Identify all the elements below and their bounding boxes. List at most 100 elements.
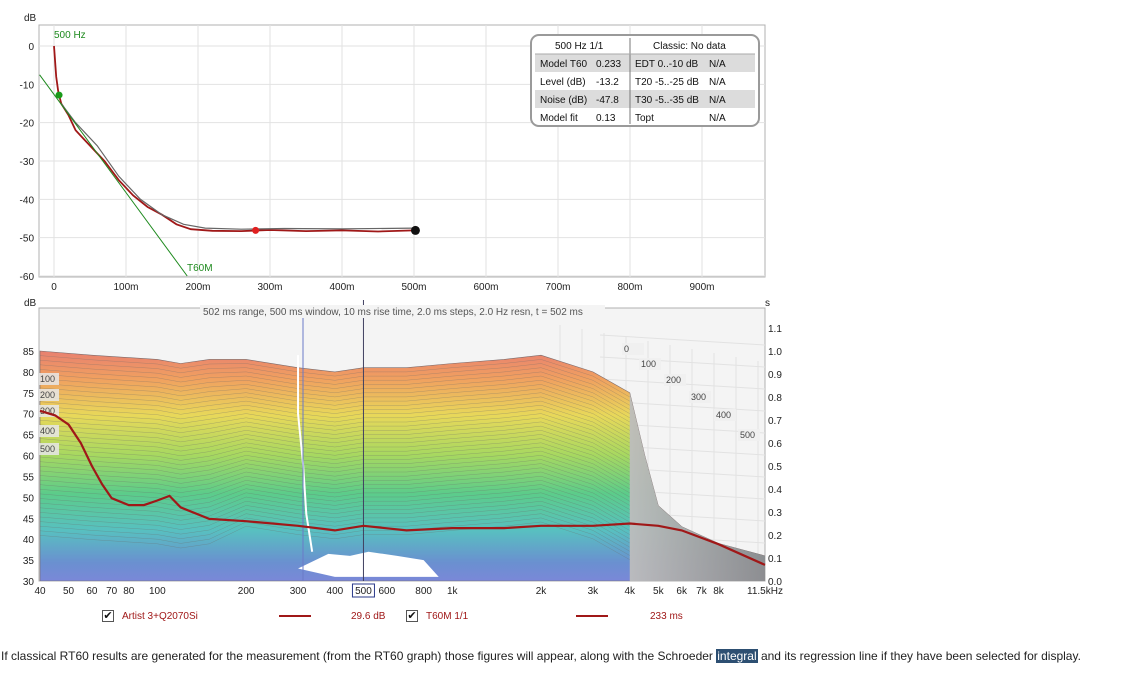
info-cell: Topt — [635, 113, 654, 124]
info-cell: -13.2 — [596, 77, 619, 88]
info-cell: Model fit — [540, 113, 578, 124]
marker-point-2[interactable] — [410, 225, 420, 235]
series-line-2 — [39, 74, 188, 277]
x-tick-label: 500m — [401, 282, 426, 293]
info-cell: N/A — [709, 113, 726, 124]
slice-line — [39, 387, 630, 427]
waterfall-subtitle: 502 ms range, 500 ms window, 10 ms rise … — [203, 307, 583, 318]
info-header-right: Classic: No data — [653, 41, 726, 52]
y2-tick-label: 0.6 — [768, 439, 782, 450]
y-tick-label: -30 — [20, 157, 35, 168]
y-tick-label: -10 — [20, 80, 35, 91]
slice-line — [39, 409, 630, 448]
x-tick-label: 3k — [588, 586, 600, 597]
x-tick-label: 400m — [329, 282, 354, 293]
x-tick-label: 2k — [536, 586, 548, 597]
time-label-left: 500 — [40, 444, 55, 454]
x-tick-label: 700m — [545, 282, 570, 293]
y2-tick-label: 1.0 — [768, 347, 782, 358]
x-tick-label: 11.5kHz — [747, 586, 783, 597]
t60m-name: T60M 1/1 — [426, 610, 469, 622]
info-row-bg-3 — [535, 90, 755, 108]
x-tick-label: 100 — [149, 586, 166, 597]
time-label-right: 500 — [740, 430, 755, 440]
time-label-bg — [738, 429, 760, 441]
band-label: 500 Hz — [54, 30, 86, 41]
x-tick-label: 300m — [257, 282, 282, 293]
series-line-1 — [60, 103, 415, 230]
measurement-checkbox[interactable]: ✔ — [102, 609, 114, 622]
time-label-right: 300 — [691, 392, 706, 402]
info-cell: -47.8 — [596, 95, 619, 106]
time-label-right: 100 — [641, 359, 656, 369]
selected-x-box[interactable] — [351, 583, 375, 598]
t60-line-label: T60M — [187, 263, 213, 274]
time-label-bg — [39, 443, 59, 455]
measurement-value: 29.6 dB — [351, 610, 386, 622]
waterfall-subtitle-bg — [200, 305, 605, 318]
slice-line — [39, 404, 630, 444]
slice-line — [39, 378, 630, 419]
t60m-line-sample — [576, 615, 608, 617]
time-label-bg — [689, 391, 711, 403]
waterfall-slice-lines — [39, 355, 630, 560]
time-label-bg — [639, 358, 661, 370]
back-gridline — [599, 334, 765, 346]
info-cell: 0.233 — [596, 59, 621, 70]
waterfall-cutout — [298, 551, 439, 577]
x-tick-label: 6k — [676, 586, 688, 597]
time-label-left: 100 — [40, 374, 55, 384]
slice-line — [39, 500, 630, 540]
marker-point-0 — [55, 91, 63, 99]
slice-line — [39, 425, 630, 464]
waterfall-right-wall — [629, 392, 765, 581]
x-tick-label: 60 — [86, 586, 98, 597]
x-tick-label: 4k — [624, 586, 636, 597]
slice-line — [39, 446, 630, 485]
x-tick-label: 600 — [378, 586, 395, 597]
y2-tick-label: 0.5 — [768, 462, 782, 473]
slice-line — [39, 521, 630, 560]
info-table: 500 Hz 1/1 Classic: No data Model T60 0.2… — [530, 34, 760, 127]
x-tick-label: 0 — [51, 282, 57, 293]
info-cell: Level (dB) — [540, 77, 586, 88]
rt60-markers — [55, 91, 420, 235]
x-tick-label: 300 — [290, 586, 307, 597]
slice-line — [39, 359, 630, 402]
slice-line — [39, 475, 630, 515]
x-tick-label: 50 — [63, 586, 75, 597]
x-tick-label: 40 — [34, 586, 46, 597]
x-tick-label: 600m — [473, 282, 498, 293]
slice-line — [39, 488, 630, 527]
time-label-bg — [39, 389, 59, 401]
time-label-right: 200 — [666, 375, 681, 385]
y-tick-label: -50 — [20, 234, 35, 245]
slice-line — [39, 417, 630, 456]
t60m-checkbox[interactable]: ✔ — [406, 609, 418, 622]
y-tick-label: 75 — [23, 389, 35, 400]
x-tick-label: 900m — [689, 282, 714, 293]
y2-tick-label: 0.7 — [768, 416, 782, 427]
y2-tick-label: 0.2 — [768, 531, 782, 542]
slice-line — [39, 383, 630, 423]
x-tick-label: 100m — [113, 282, 138, 293]
rt60-x-axis: 0 100m 200m 300m 400m 500m 600m 700m 800m 900m — [51, 282, 714, 293]
t60-waterfall-line — [39, 409, 766, 566]
y-tick-label: 80 — [23, 368, 35, 379]
time-label-bg — [622, 343, 644, 355]
y-tick-label: 35 — [23, 556, 35, 567]
slice-line — [39, 450, 630, 490]
slice-line — [39, 438, 630, 477]
time-label-bg — [39, 425, 59, 437]
info-cell: EDT 0..-10 dB — [635, 59, 699, 70]
y-tick-label: -40 — [20, 195, 35, 206]
rt60-y-axis-label: dB — [24, 13, 37, 24]
slice-line — [39, 355, 630, 398]
time-label-right: 400 — [716, 410, 731, 420]
caption-highlight[interactable]: integral — [716, 649, 758, 663]
x-tick-label: 200 — [238, 586, 255, 597]
y-tick-label: -20 — [20, 119, 35, 130]
slice-line — [39, 400, 630, 439]
back-gridline — [599, 356, 765, 368]
info-cell: T30 -5..-35 dB — [635, 95, 699, 106]
